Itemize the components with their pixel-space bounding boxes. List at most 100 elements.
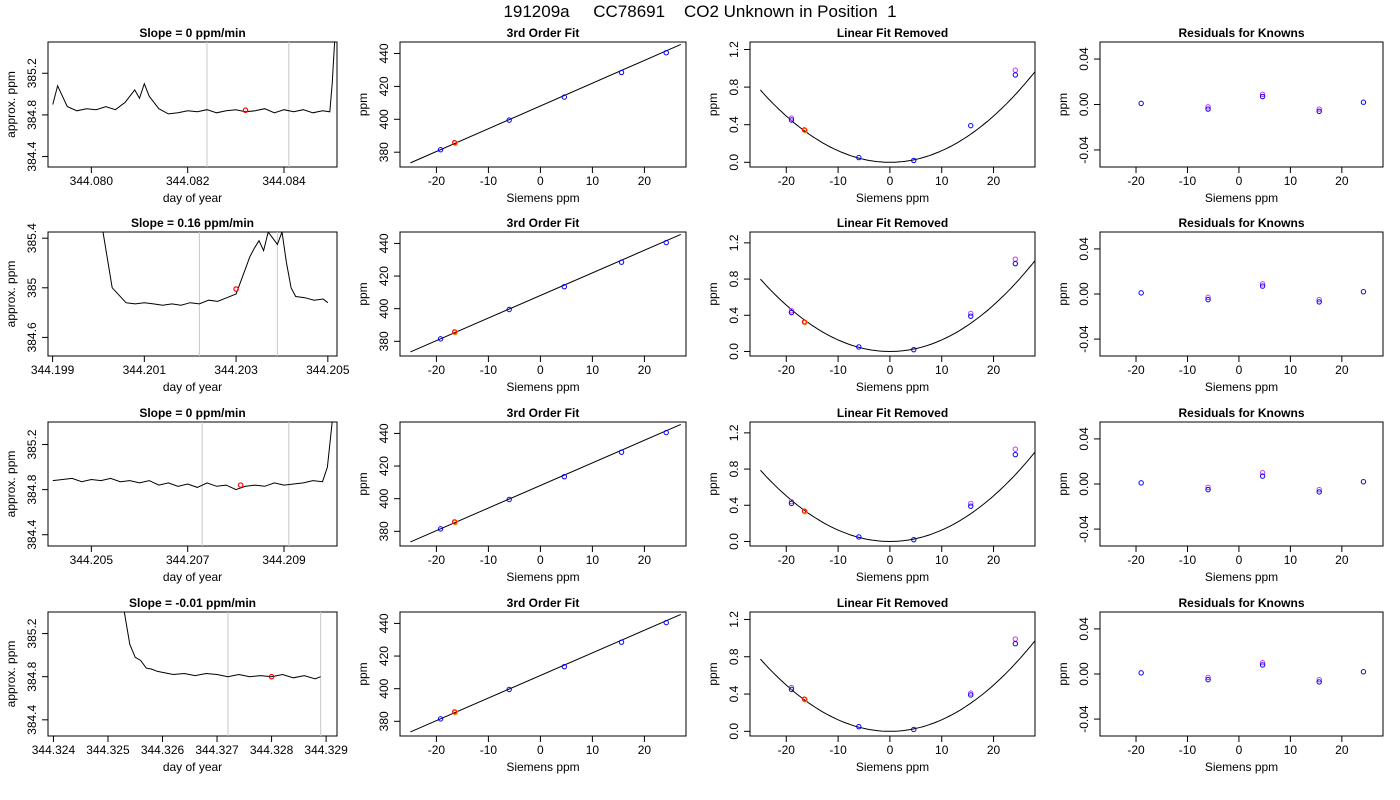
plot-area xyxy=(760,446,1035,543)
x-tick-label: 20 xyxy=(1335,743,1349,757)
unknown-marker xyxy=(242,107,249,114)
known-point-alt xyxy=(1205,294,1211,301)
y-tick-label: -0.04 xyxy=(1077,515,1091,543)
known-point xyxy=(1316,299,1322,305)
known-point xyxy=(506,496,512,503)
plot-area xyxy=(1138,281,1367,305)
panel-title: 3rd Order Fit xyxy=(507,596,580,610)
x-axis-label: Siemens ppm xyxy=(506,380,579,394)
plot-area xyxy=(52,42,336,167)
y-tick-label: 1.2 xyxy=(727,611,741,628)
y-tick-label: 380 xyxy=(377,331,391,351)
y-tick-label: 420 xyxy=(377,646,391,666)
known-point xyxy=(788,686,795,693)
known-point xyxy=(663,49,669,56)
known-point-alt xyxy=(1012,256,1019,262)
y-tick-label: 380 xyxy=(377,711,391,731)
known-point xyxy=(856,154,862,161)
panel-title: Residuals for Knowns xyxy=(1178,216,1304,230)
x-tick-label: 0 xyxy=(1236,743,1243,757)
y-axis-label: ppm xyxy=(706,472,720,495)
y-tick-label: 0.0 xyxy=(727,723,741,740)
x-axis-label: Siemens ppm xyxy=(1205,760,1278,774)
series-line xyxy=(52,42,336,115)
plot-frame xyxy=(47,421,338,547)
panel-title: Linear Fit Removed xyxy=(837,26,948,40)
y-tick-label: 380 xyxy=(377,521,391,541)
known-point-alt xyxy=(1205,104,1211,110)
known-point-alt xyxy=(968,310,974,317)
known-point xyxy=(856,723,862,730)
known-point-alt xyxy=(1012,636,1019,642)
residuals-panel-0: Residuals for Knowns Siemens ppm ppm -20 -10… xyxy=(1056,26,1384,205)
unknown-marker xyxy=(268,673,275,680)
known-point-alt xyxy=(1316,106,1322,112)
x-tick-label: 20 xyxy=(987,363,1001,377)
plot-frame xyxy=(749,41,1036,168)
x-tick-label: -10 xyxy=(829,743,847,757)
known-point xyxy=(1259,473,1266,479)
y-axis-label: approx. ppm xyxy=(4,261,18,328)
known-point-alt xyxy=(788,684,795,691)
x-tick-label: 0 xyxy=(537,743,544,757)
panel-title: Slope = 0.16 ppm/min xyxy=(131,216,254,230)
known-point xyxy=(561,94,568,100)
x-tick-label: 344.327 xyxy=(195,743,239,757)
x-tick-label: -20 xyxy=(778,174,796,188)
timeseries-panel-3: Slope = -0.01 ppm/min day of year approx. … xyxy=(4,596,348,774)
panel-title: 3rd Order Fit xyxy=(507,406,580,420)
known-point xyxy=(968,313,974,319)
x-tick-label: 344.329 xyxy=(304,743,348,757)
y-axis-label: ppm xyxy=(706,93,720,116)
series-line xyxy=(52,422,333,491)
x-tick-label: -10 xyxy=(1179,174,1197,188)
x-tick-label: 0 xyxy=(537,363,544,377)
known-point xyxy=(856,534,862,540)
known-point xyxy=(561,663,568,670)
known-point-alt xyxy=(1012,67,1019,73)
x-tick-label: 20 xyxy=(638,743,652,757)
x-tick-label: -10 xyxy=(480,553,498,567)
plot-frame xyxy=(47,611,338,737)
y-axis-label: ppm xyxy=(1056,93,1070,116)
x-axis-label: Siemens ppm xyxy=(856,191,929,205)
plot-frame xyxy=(399,421,687,547)
known-point xyxy=(911,726,917,733)
known-point xyxy=(437,526,444,532)
linear_removed-panel-0: Linear Fit Removed Siemens ppm ppm -20 -10 0 1… xyxy=(706,26,1036,205)
y-tick-label: 400 xyxy=(377,109,391,129)
quadratic-curve xyxy=(760,71,1035,163)
fit-line xyxy=(410,423,681,543)
unknown-marker xyxy=(237,482,244,488)
known-point-alt xyxy=(1012,446,1019,452)
y-tick-label: 400 xyxy=(377,298,391,318)
known-point xyxy=(561,283,568,290)
y-tick-label: 0.8 xyxy=(727,648,741,665)
y-tick-label: 384.4 xyxy=(25,141,39,171)
x-tick-label: 10 xyxy=(586,743,600,757)
known-point xyxy=(663,429,669,436)
x-tick-label: 344.199 xyxy=(31,363,75,377)
figure-title: 191209a CC78691 CO2 Unknown in Position … xyxy=(503,2,897,21)
series-line xyxy=(102,232,329,306)
linear_removed-panel-1: Linear Fit Removed Siemens ppm ppm -20 -10 0 1… xyxy=(706,216,1036,394)
x-tick-label: 10 xyxy=(935,553,949,567)
panel-title: Residuals for Knowns xyxy=(1178,406,1304,420)
x-tick-label: -20 xyxy=(428,743,446,757)
y-tick-label: 420 xyxy=(377,456,391,476)
known-point-alt xyxy=(1316,486,1322,493)
y-tick-label: 0.0 xyxy=(727,533,741,550)
x-tick-label: 344.203 xyxy=(214,363,258,377)
x-tick-label: 344.205 xyxy=(306,363,350,377)
known-point xyxy=(618,449,625,455)
y-tick-label: 0.4 xyxy=(727,116,741,133)
y-axis-label: ppm xyxy=(1056,282,1070,305)
x-tick-label: -20 xyxy=(778,363,796,377)
known-point xyxy=(1012,640,1019,647)
y-tick-label: 420 xyxy=(377,266,391,286)
plot-frame xyxy=(749,231,1036,357)
timeseries-panel-0: Slope = 0 ppm/min day of year approx. ppm 3… xyxy=(4,26,338,205)
known-point xyxy=(618,639,625,645)
known-point xyxy=(1360,289,1367,295)
y-axis-label: ppm xyxy=(356,282,370,305)
